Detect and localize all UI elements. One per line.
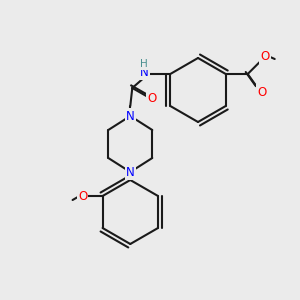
Text: N: N: [126, 166, 135, 178]
Text: O: O: [148, 92, 157, 104]
Text: O: O: [260, 50, 269, 64]
Text: O: O: [78, 190, 87, 202]
Text: N: N: [126, 110, 135, 122]
Text: N: N: [140, 65, 149, 79]
Text: O: O: [257, 85, 266, 98]
Text: H: H: [140, 59, 148, 69]
